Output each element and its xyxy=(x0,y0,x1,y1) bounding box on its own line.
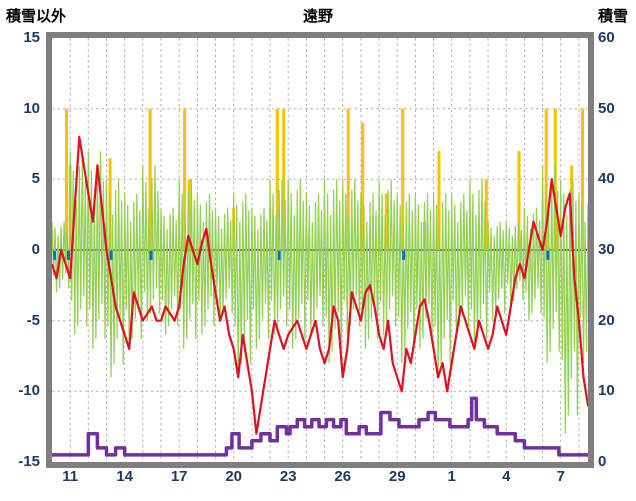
right-axis-tick-label: 30 xyxy=(598,241,615,258)
x-axis-tick-label: 14 xyxy=(116,468,134,485)
x-axis-tick-label: 4 xyxy=(502,468,511,485)
right-axis-tick-label: 50 xyxy=(598,99,615,117)
chart-plot-area xyxy=(52,38,588,462)
right-axis-tick-label: 60 xyxy=(598,29,615,46)
left-axis-tick-label: 0 xyxy=(31,241,40,258)
right-axis-title: 積雪 xyxy=(597,8,628,25)
left-axis-tick-label: 5 xyxy=(31,170,40,188)
x-axis-tick-label: 1 xyxy=(447,468,456,485)
left-axis-tick-label: 10 xyxy=(23,99,40,117)
x-axis-tick-label: 7 xyxy=(556,468,565,485)
x-axis-tick-label: 17 xyxy=(170,468,188,485)
x-axis-tick-label: 11 xyxy=(62,468,79,485)
left-axis-tick-label: -10 xyxy=(18,382,40,400)
left-axis-tick-label: -5 xyxy=(26,311,40,329)
x-axis-tick-label: 23 xyxy=(279,468,297,485)
x-axis-tick-label: 29 xyxy=(388,468,406,485)
left-axis-tick-label: -15 xyxy=(18,453,40,470)
left-axis-title: 積雪以外 xyxy=(6,8,67,25)
plot-frame xyxy=(46,32,594,468)
right-axis-tick-label: 40 xyxy=(598,170,615,188)
right-axis-tick-label: 10 xyxy=(598,382,615,400)
x-axis-tick-label: 26 xyxy=(334,468,352,485)
right-axis-tick-label: 0 xyxy=(598,453,607,470)
chart-title: 遠野 xyxy=(302,8,334,25)
x-axis-tick-label: 20 xyxy=(225,468,243,485)
right-axis-tick-label: 20 xyxy=(598,311,615,329)
left-axis-tick-label: 15 xyxy=(23,29,40,46)
